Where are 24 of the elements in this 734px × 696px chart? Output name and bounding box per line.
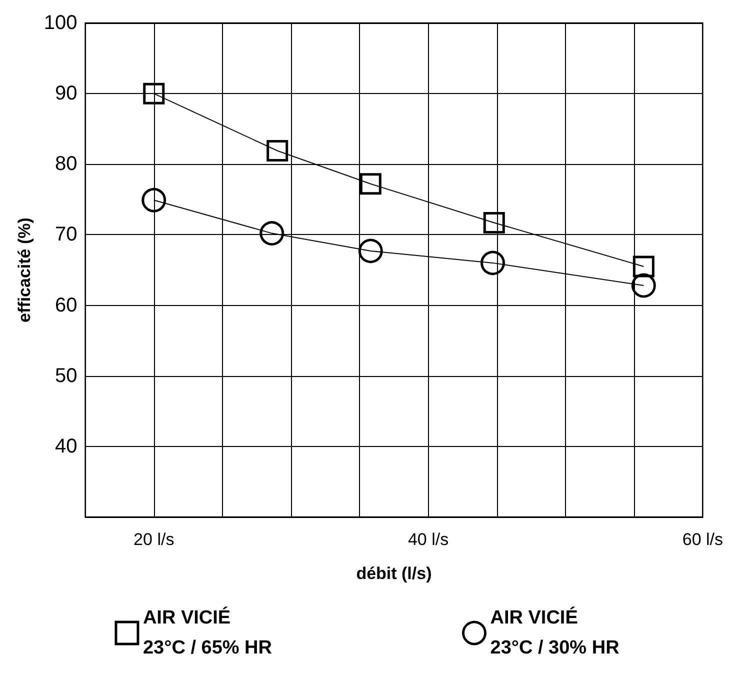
y-tick-label: 60 (55, 294, 78, 316)
x-tick-label: 40 l/s (408, 530, 449, 549)
x-tick-label: 60 l/s (682, 530, 724, 549)
legend-label: AIR VICIÉ 23°C / 30% HR (490, 606, 620, 658)
point (143, 82, 165, 104)
y-tick-label: 70 (55, 224, 78, 246)
point (358, 238, 383, 264)
y-tick-label: 50 (55, 364, 78, 387)
point (142, 188, 166, 212)
point (260, 221, 284, 246)
y-tick-label: 90 (55, 82, 78, 105)
y-tick-label: 40 (55, 435, 78, 458)
y-axis-title: efficacité (%) (15, 218, 34, 322)
y-tick-label: 80 (55, 153, 78, 176)
y-tick-label: 100 (44, 12, 78, 34)
point (480, 250, 506, 276)
x-axis-title: débit (l/s) (356, 564, 432, 583)
x-tick-label: 20 l/s (134, 530, 174, 549)
legend-label: AIR VICIÉ 23°C / 65% HR (142, 606, 272, 658)
point (360, 173, 382, 195)
point (632, 256, 654, 278)
point (631, 273, 656, 298)
point (266, 140, 288, 162)
point (483, 212, 505, 234)
